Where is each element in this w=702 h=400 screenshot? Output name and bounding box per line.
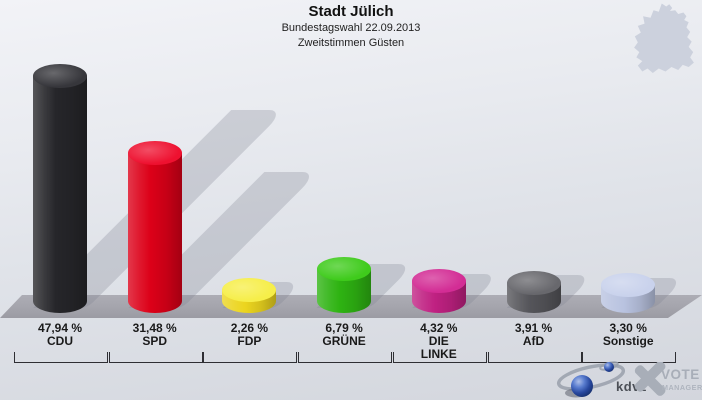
value-label-fdp: 2,26 % xyxy=(230,321,269,335)
chart-header: Stadt Jülich Bundestagswahl 22.09.2013 Z… xyxy=(0,3,702,51)
votemanager-x-icon xyxy=(634,362,666,396)
kdvz-small-sphere-icon xyxy=(604,362,614,372)
axis-bracket-gruene xyxy=(298,352,393,363)
bar-cap-gruene xyxy=(317,257,372,282)
value-label-spd: 31,48 % xyxy=(132,321,177,335)
bar-cdu xyxy=(33,75,87,313)
germany-map-icon xyxy=(634,3,694,74)
value-label-afd: 3,91 % xyxy=(514,321,553,335)
kdvz-sphere-icon xyxy=(571,375,593,397)
bar-cap-fdp xyxy=(222,278,277,303)
axis-bracket-fdp xyxy=(203,352,298,363)
bar-cap-afd xyxy=(506,270,561,295)
votemanager-line2: MANAGER xyxy=(662,383,702,392)
bar-cap-spd xyxy=(127,141,182,166)
party-label-spd: SPD xyxy=(142,334,168,348)
value-label-gruene: 6,79 % xyxy=(325,321,363,335)
party-label-die-linke: DIE LINKE xyxy=(420,334,457,361)
bar-cap-die-linke xyxy=(411,268,466,293)
axis-bracket-afd xyxy=(487,352,582,363)
bar-cap-sonstige xyxy=(601,273,656,298)
party-label-cdu: CDU xyxy=(47,334,73,348)
party-label-afd: AfD xyxy=(522,334,545,348)
axis-bracket-cdu xyxy=(14,352,108,363)
party-label-fdp: FDP xyxy=(237,334,262,348)
party-label-sonstige: Sonstige xyxy=(602,334,654,348)
axis-bracket-spd xyxy=(108,352,203,363)
axis-bracket-die-linke xyxy=(392,352,487,363)
bar-cap-cdu xyxy=(33,63,87,88)
value-label-die-linke: 4,32 % xyxy=(420,321,458,335)
value-label-cdu: 47,94 % xyxy=(37,321,83,335)
value-label-sonstige: 3,30 % xyxy=(609,321,647,335)
axis-bracket-sonstige xyxy=(582,352,677,363)
bar-spd xyxy=(127,153,182,313)
chart-subtitle-election: Bundestagswahl 22.09.2013 xyxy=(281,22,421,34)
party-label-gruene: GRÜNE xyxy=(322,334,366,348)
chart-subtitle-votetype: Zweitstimmen Güsten xyxy=(297,37,405,49)
votemanager-logo: VOTE MANAGER xyxy=(634,362,702,396)
chart-title: Stadt Jülich xyxy=(308,3,394,20)
votemanager-line1: VOTE xyxy=(661,367,700,382)
